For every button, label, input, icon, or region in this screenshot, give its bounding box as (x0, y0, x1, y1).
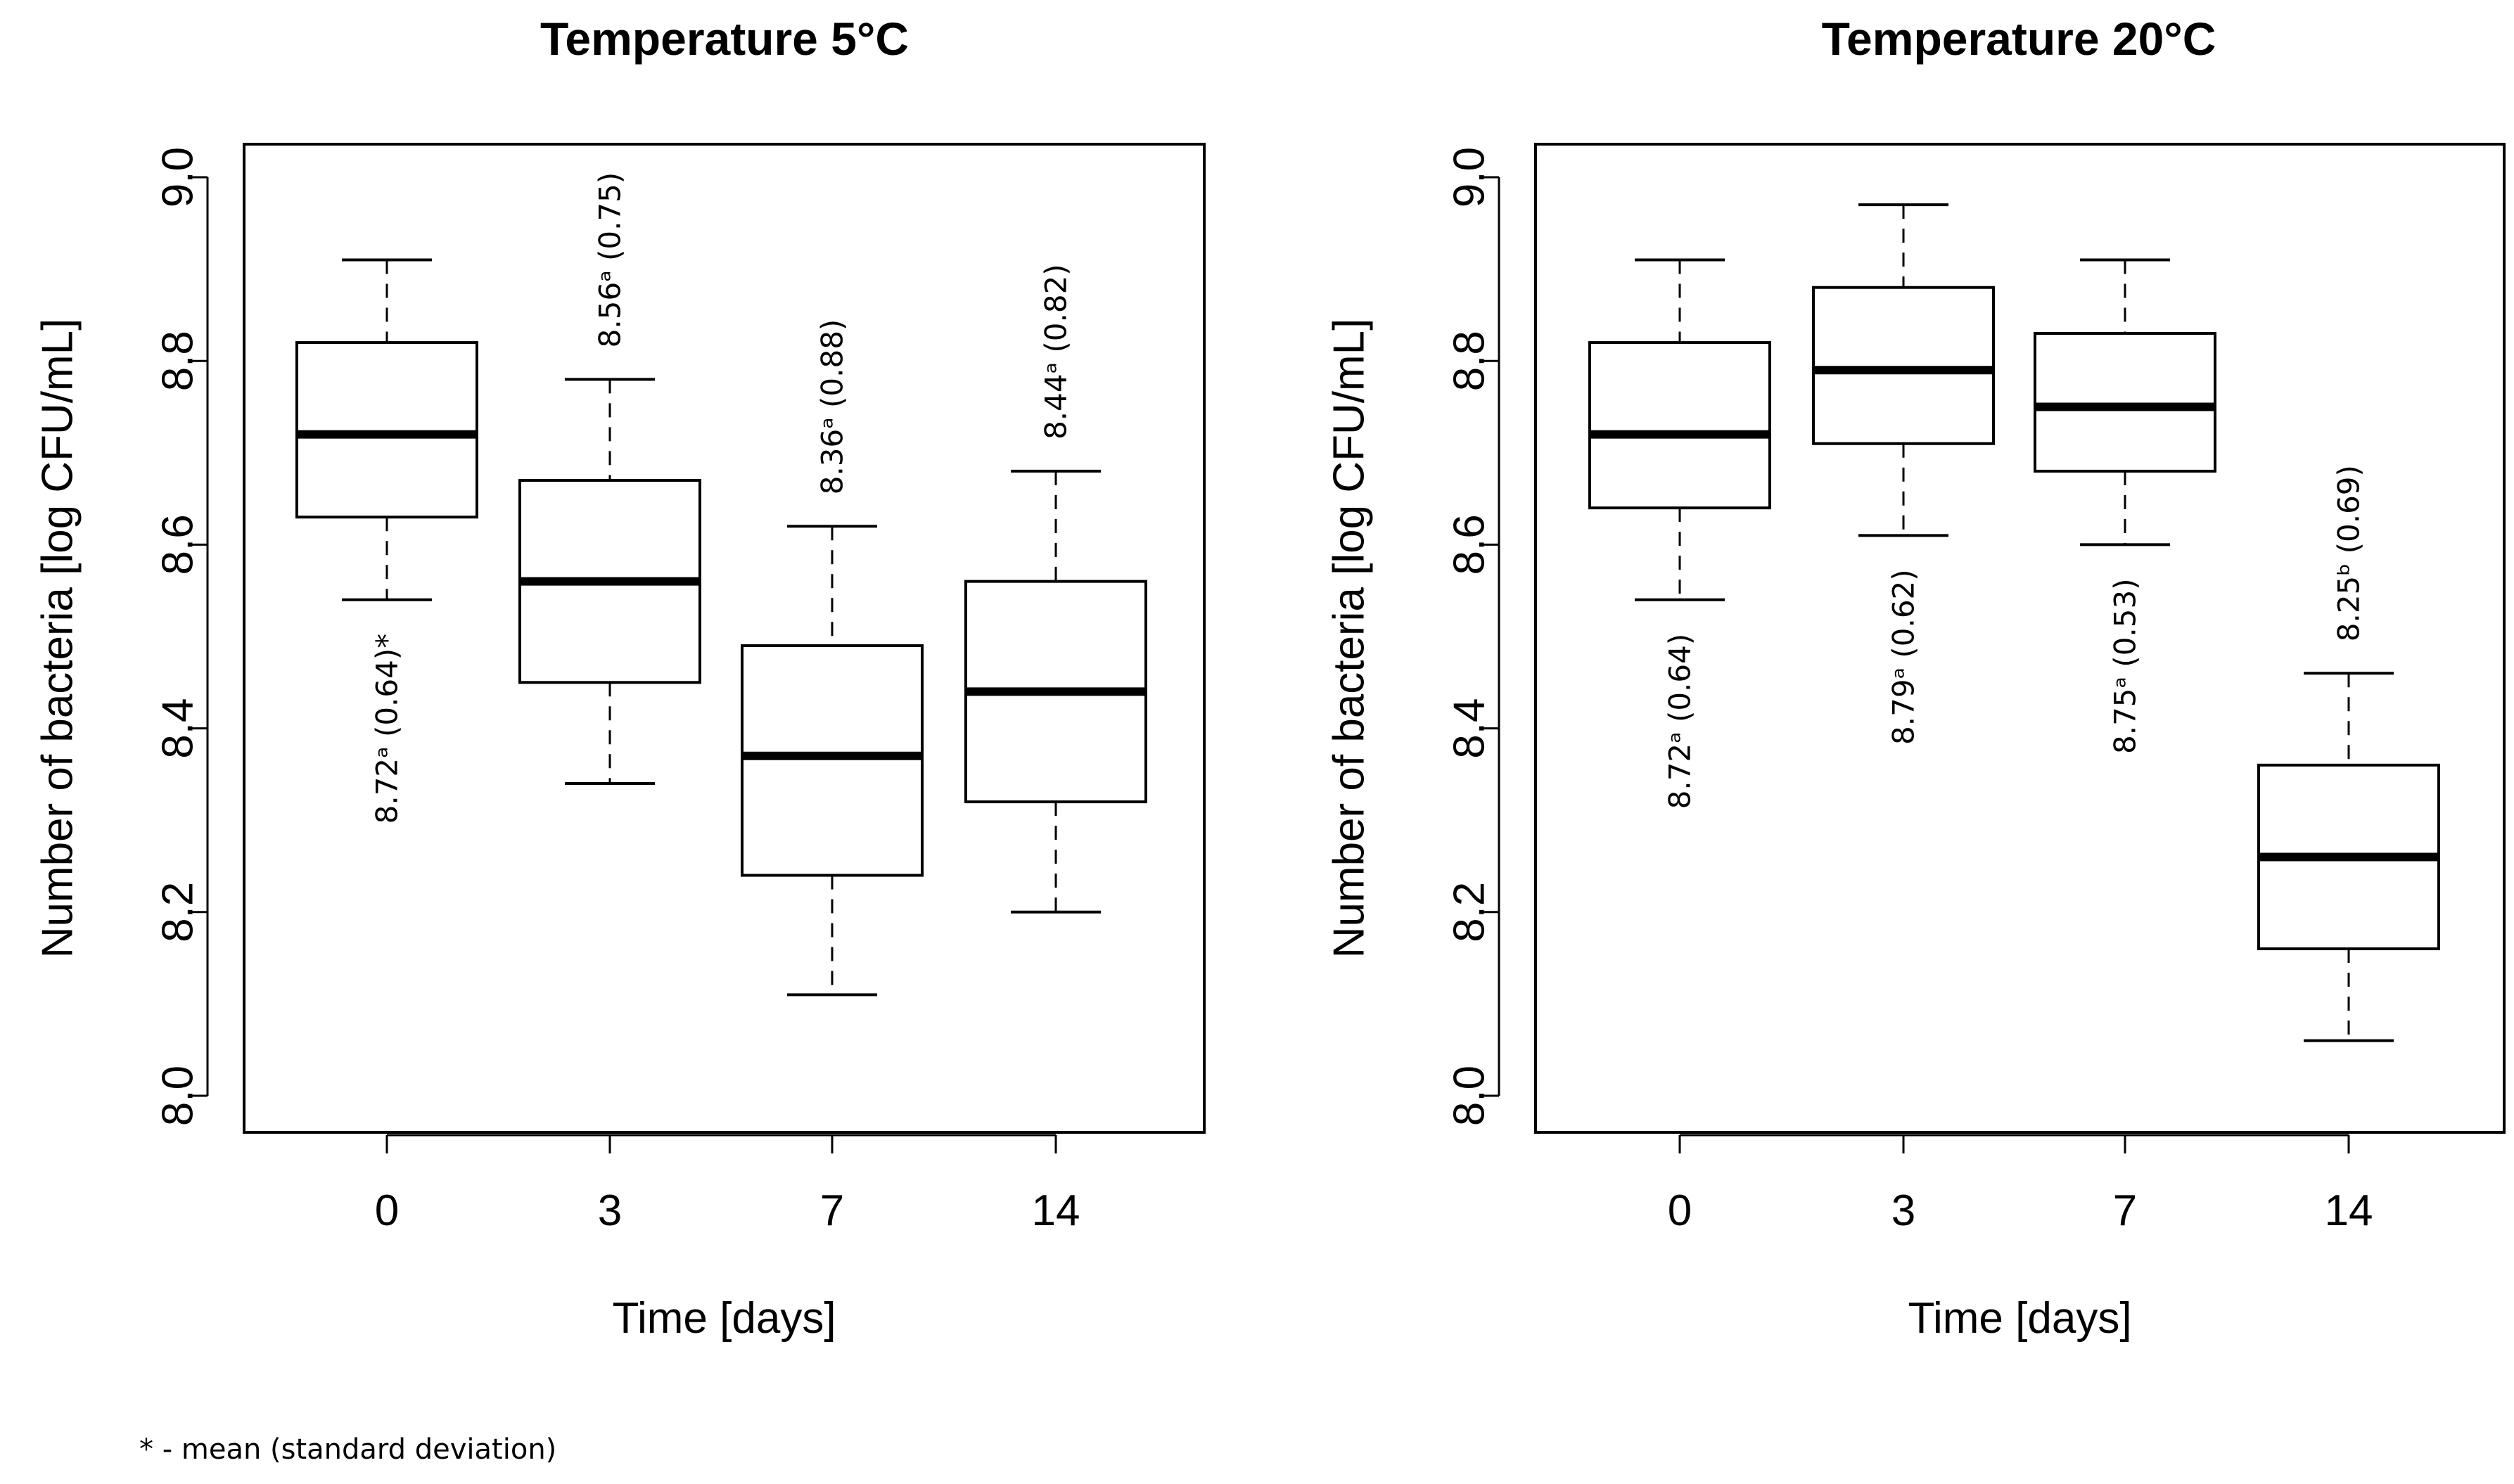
x-tick-label: 0 (375, 1186, 399, 1235)
iqr-box (1812, 286, 1995, 445)
x-axis-label: Time [days] (612, 1294, 836, 1343)
x-tick-label: 0 (1668, 1186, 1692, 1235)
y-tick-label: 9.0 (1446, 147, 1494, 207)
y-tick-label: 8.4 (1446, 698, 1494, 758)
iqr-box (295, 341, 478, 519)
mean-sd-annotation: 8.25ᵇ (0.69) (2332, 465, 2366, 641)
mean-sd-annotation: 8.56ᵃ (0.75) (593, 172, 627, 348)
y-axis-label: Number of bacteria [log CFU/mL] (1325, 319, 1374, 959)
box-3-days: 8.56ᵃ (0.75) (518, 172, 701, 785)
mean-sd-annotation: 8.36ᵃ (0.88) (815, 319, 850, 495)
y-tick-label: 8.8 (154, 331, 203, 391)
x-axis-label: Time [days] (1908, 1294, 2131, 1343)
iqr-box (2034, 332, 2216, 473)
chart-panel-1: Temperature 5°C 8.0 8.2 8.4 8.6 8.8 9.0 Number … (34, 13, 1206, 1343)
mean-sd-annotation: 8.72ᵃ (0.64) (1663, 634, 1697, 810)
mean-sd-annotation: 8.44ᵃ (0.82) (1039, 264, 1073, 440)
x-tick-label: 3 (598, 1186, 622, 1235)
chart-panel-2: Temperature 20°C 8.0 8.2 8.4 8.6 8.8 9.0 Number… (1325, 13, 2506, 1343)
y-axis-label: Number of bacteria [log CFU/mL] (34, 319, 82, 959)
footnote: * - mean (standard deviation) (139, 1433, 556, 1466)
x-tick-label: 14 (1032, 1186, 1080, 1235)
plot-frame (1534, 143, 2506, 1134)
box-0-days: 8.72ᵃ (0.64)* (295, 258, 478, 824)
iqr-box (741, 644, 924, 877)
x-tick-label: 7 (820, 1186, 844, 1235)
y-tick-label: 8.0 (154, 1066, 203, 1126)
box-3-days: 8.79ᵃ (0.62) (1812, 203, 1995, 745)
y-tick-label: 8.6 (1446, 514, 1494, 575)
plot-frame (243, 143, 1206, 1134)
mean-sd-annotation: 8.72ᵃ (0.64)* (370, 634, 404, 824)
x-tick-label: 3 (1891, 1186, 1915, 1235)
mean-sd-annotation: 8.75ᵃ (0.53) (2108, 578, 2143, 754)
box-7-days: 8.36ᵃ (0.88) (741, 319, 924, 997)
iqr-box (1588, 341, 1771, 510)
box-7-days: 8.75ᵃ (0.53) (2034, 258, 2216, 754)
box-14-days: 8.44ᵃ (0.82) (964, 264, 1147, 914)
chart-title: Temperature 5°C (540, 13, 909, 65)
y-tick-label: 8.8 (1446, 331, 1494, 391)
y-tick-label: 8.2 (154, 882, 203, 942)
y-tick-label: 8.4 (154, 698, 203, 758)
mean-sd-annotation: 8.79ᵃ (0.62) (1887, 569, 1921, 745)
box-14-days: 8.25ᵇ (0.69) (2257, 465, 2440, 1042)
chart-title: Temperature 20°C (1822, 13, 2216, 65)
y-tick-label: 8.2 (1446, 882, 1494, 942)
box-0-days: 8.72ᵃ (0.64) (1588, 258, 1771, 810)
y-tick-label: 9.0 (154, 147, 203, 207)
y-tick-label: 8.6 (154, 514, 203, 575)
x-tick-label: 7 (2113, 1186, 2137, 1235)
x-tick-label: 14 (2325, 1186, 2373, 1235)
y-tick-label: 8.0 (1446, 1066, 1494, 1126)
